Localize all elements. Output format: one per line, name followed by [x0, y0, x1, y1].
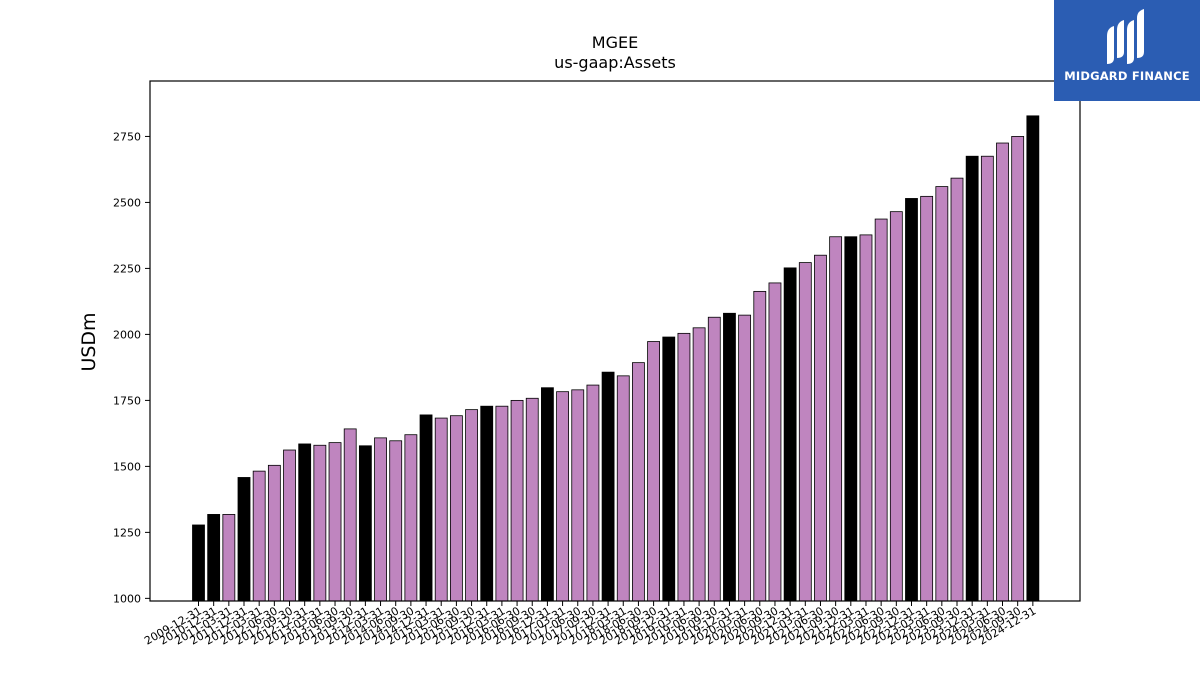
y-tick-label: 1750: [113, 394, 141, 407]
bar-2015-06-30: [449, 415, 463, 602]
bar-2020-12-31: [783, 267, 797, 602]
y-tick-label: 2750: [113, 130, 141, 143]
bar-2022-09-30: [889, 211, 903, 602]
bar-2024-06-30: [996, 142, 1009, 602]
bar-2022-03-31: [859, 234, 873, 602]
bar-2024-12-31: [1026, 115, 1040, 602]
logo-text: MIDGARD FINANCE: [1064, 69, 1190, 83]
bar-2015-03-31: [434, 417, 448, 602]
bar-2014-12-31: [419, 414, 433, 602]
bar-2022-06-30: [874, 218, 888, 602]
bar-2016-12-31: [541, 387, 554, 602]
bar-2016-03-31: [495, 405, 509, 602]
bar-2023-03-31: [920, 195, 934, 602]
bar-2019-06-30: [692, 327, 706, 602]
bar-2011-12-31: [237, 477, 251, 602]
bar-2018-12-31: [662, 336, 676, 602]
bar-2009-12-31: [192, 524, 205, 602]
plot-area-frame: [149, 80, 1081, 602]
bar-2021-06-30: [814, 254, 827, 602]
bar-2019-12-31: [723, 312, 736, 602]
y-tick-label: 1000: [113, 592, 141, 605]
bar-2019-09-30: [707, 316, 721, 602]
bar-2014-09-30: [404, 434, 418, 602]
bar-2012-12-31: [298, 443, 312, 602]
bar-2018-03-31: [616, 375, 630, 602]
y-ticks-group: 1000 1250 1500 1750 2000 2250 2500 2750: [113, 130, 150, 605]
bar-2023-09-30: [950, 177, 964, 602]
bar-2010-12-31: [207, 514, 221, 602]
bar-2011-03-31: [222, 514, 236, 602]
bar-2020-06-30: [753, 290, 767, 602]
bar-2014-03-31: [374, 437, 387, 602]
y-tick-label: 2000: [113, 328, 141, 341]
bar-2020-09-30: [768, 282, 782, 602]
bar-2012-06-30: [267, 464, 281, 602]
y-tick-label: 2500: [113, 196, 141, 209]
bar-2019-03-31: [677, 332, 691, 602]
y-tick-label: 2250: [113, 262, 141, 275]
bar-2015-12-31: [480, 405, 494, 602]
midgard-finance-logo: MIDGARD FINANCE: [1054, 0, 1200, 101]
y-tick-label: 1500: [113, 460, 141, 473]
bars-group: [192, 115, 1040, 602]
y-axis-label: USDm: [78, 312, 100, 371]
bar-2024-09-30: [1011, 136, 1025, 602]
bar-2017-03-31: [556, 391, 569, 602]
bar-2012-09-30: [283, 449, 296, 602]
bar-2021-12-31: [844, 236, 858, 602]
bar-2022-12-31: [905, 198, 918, 602]
bar-2021-09-30: [829, 236, 843, 602]
midgard-logo-icon: [1107, 9, 1144, 64]
bar-2013-09-30: [343, 428, 357, 602]
bar-2017-06-30: [571, 389, 585, 602]
bar-2023-12-31: [965, 155, 979, 602]
bar-2014-06-30: [389, 440, 403, 602]
chart-title: MGEE: [592, 33, 638, 52]
bar-2024-03-31: [980, 155, 994, 602]
bar-2021-03-31: [798, 262, 812, 602]
bar-2017-12-31: [601, 371, 615, 602]
bar-2016-09-30: [525, 397, 539, 602]
bar-2016-06-30: [510, 399, 524, 602]
x-ticks-group: 2009-12-312010-12-312011-03-312011-12-31…: [142, 601, 1038, 648]
bar-2012-03-31: [252, 470, 266, 602]
bar-2017-09-30: [586, 384, 600, 602]
bar-2023-06-30: [935, 186, 949, 602]
bar-2018-06-30: [632, 362, 645, 602]
bar-2013-06-30: [328, 442, 342, 602]
bar-2013-12-31: [358, 445, 372, 602]
bar-2020-03-31: [738, 314, 752, 602]
y-tick-label: 1250: [113, 526, 141, 539]
chart-subtitle: us-gaap:Assets: [554, 53, 676, 72]
bar-2015-09-30: [465, 409, 478, 602]
bar-2018-09-30: [647, 341, 660, 602]
bar-2013-03-31: [313, 444, 327, 602]
